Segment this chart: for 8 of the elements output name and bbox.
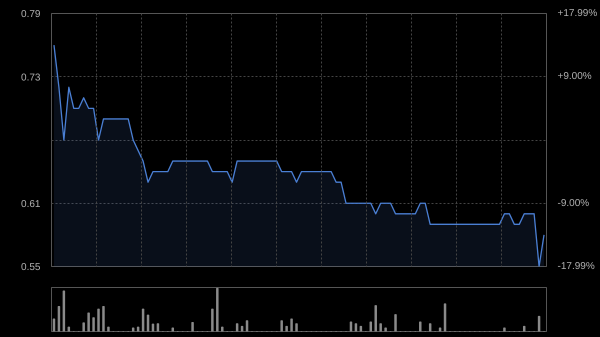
y-tick-label: 0.73 [21,72,41,84]
y2-tick-label: +17.99% [558,8,598,19]
y-tick-label: 0.55 [21,262,41,273]
y2-tick-label: -17.99% [558,261,595,272]
y-tick-label: 0.79 [21,9,41,20]
y2-tick-label: +9.00% [558,71,592,82]
y-tick-label: 0.61 [21,198,41,210]
y2-tick-label: -9.00% [558,198,590,209]
